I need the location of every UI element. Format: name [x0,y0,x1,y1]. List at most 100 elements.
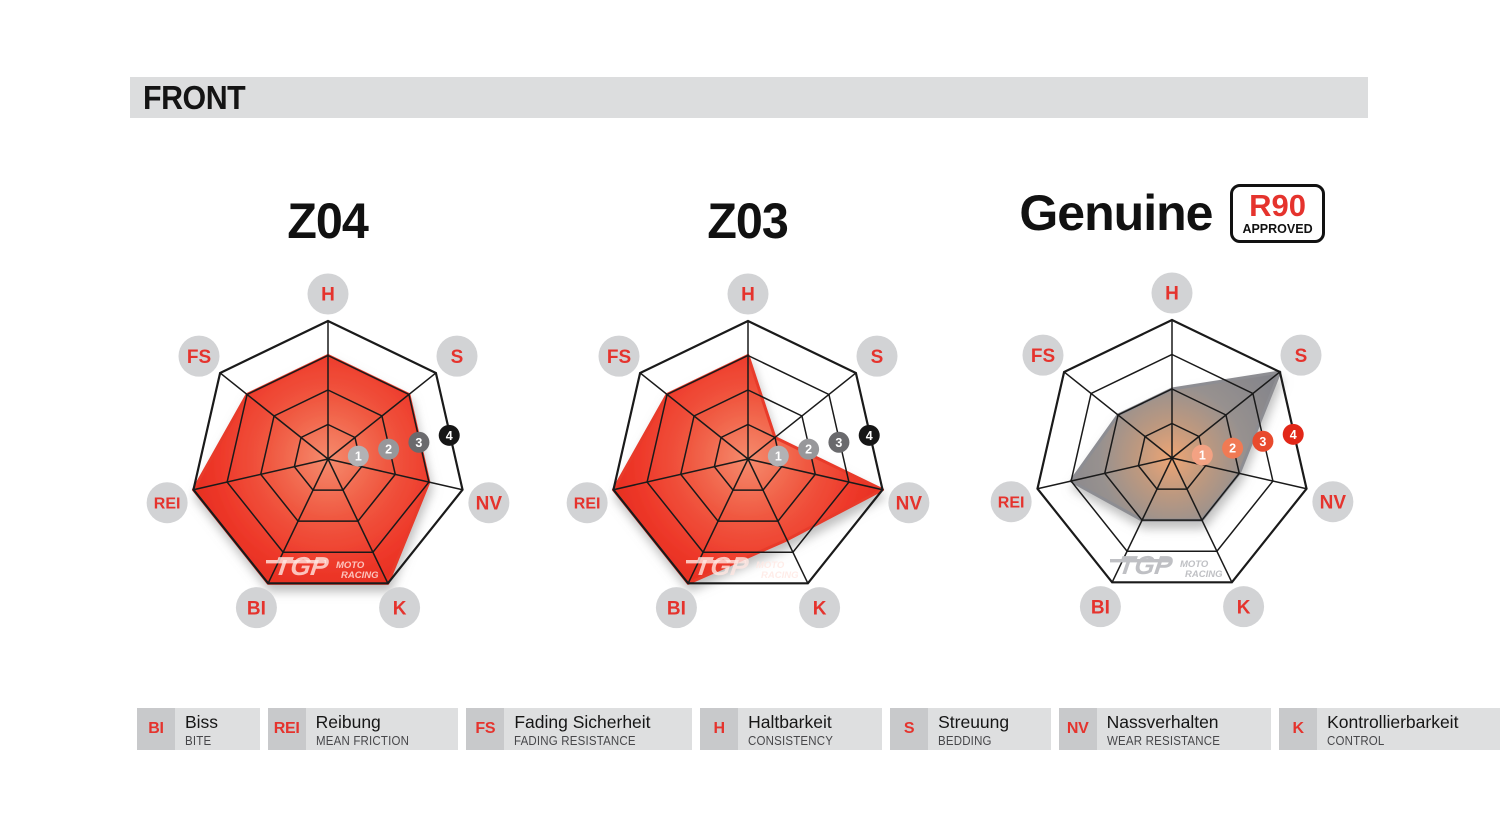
legend-item-nv: NV Nassverhalten WEAR RESISTANCE [1058,708,1272,750]
legend-german: Fading Sicherheit [514,712,651,732]
legend-english: CONTROL [1327,734,1385,749]
axis-label-s: S [1295,346,1308,367]
axis-label-circle-s [1280,334,1322,376]
grid-ring-2 [679,389,817,522]
scale-badge-1 [347,445,369,467]
scale-badge-label-2: 2 [805,443,812,457]
axis-line-fs [219,372,329,460]
racing-compounds-band: RACING COMPOUNDS [130,128,981,164]
legend-item-s: S Streuung BEDDING [890,708,1051,750]
axis-label-k: K [393,598,407,619]
legend-item-h: H Haltbarkeit CONSISTENCY [700,708,883,750]
legend-german: Reibung [315,712,381,732]
axis-label-nv: NV [476,493,503,514]
axis-label-circle-rei [990,481,1032,523]
watermark-strike-bar [686,560,746,564]
legend-abbr: H [700,708,739,750]
axis-label-nv: NV [896,493,923,514]
chart-title-z03: Z03 [707,193,790,249]
axis-line-rei [613,458,749,491]
axis-label-circle-bi [1079,586,1121,628]
axis-label-k: K [1237,597,1251,618]
axis-label-circle-nv [468,482,510,524]
watermark-strike-bar [1110,559,1170,563]
legend-desc: Kontrollierbarkeit CONTROL [1317,708,1500,750]
axis-label-circle-nv [888,482,930,524]
axis-label-fs: FS [187,347,211,368]
axis-label-rei: REI [574,495,601,512]
legend-abbr: S [890,708,929,750]
axis-label-h: H [1165,284,1179,305]
grid-ring-1 [293,423,363,491]
performance-compounds-label: PERFORMANCE COMPOUNDS [991,132,1316,159]
r90-approved-badge: R90 APPROVED [1230,184,1325,243]
axis-label-circle-fs [178,335,220,377]
chart-title-genuine: Genuine [1019,185,1213,242]
legend-desc: Nassverhalten WEAR RESISTANCE [1096,708,1272,750]
grid-ring-3 [1070,353,1274,553]
axis-label-circle-fs [598,335,640,377]
legend-german: Nassverhalten [1106,712,1219,732]
scale-badge-1 [1191,444,1213,466]
r90-label: R90 [1249,188,1306,223]
grid-ring-4 [192,319,464,585]
front-title: FRONT [143,78,246,116]
chart-title-genuine-row: Genuine R90 APPROVED [952,184,1392,243]
scale-badge-4 [858,424,880,446]
legend-english: BITE [185,734,212,749]
watermark-moto: MOTO [336,560,365,571]
axis-line-nv [747,458,883,491]
watermark-brand: TGP [1117,550,1175,580]
performance-compounds-band: PERFORMANCE COMPOUNDS [981,128,1368,164]
axis-label-rei: REI [154,495,181,512]
axis-label-circle-fs [1022,334,1064,376]
axis-label-circle-k [799,587,841,629]
legend-german: Haltbarkeit [748,712,832,732]
grid-ring-1 [713,423,783,491]
scale-badge-label-1: 1 [1199,449,1206,463]
legend-german: Streuung [938,712,1010,732]
axis-label-circle-rei [566,482,608,524]
scale-badge-3 [408,431,430,453]
axis-line-s [747,372,857,460]
chart-title-z04: Z04 [287,193,370,249]
axis-label-circle-h [1151,272,1193,314]
legend: BI Biss BITE REI Reibung MEAN FRICTION FS Fadin… [137,708,1500,750]
scale-badge-label-3: 3 [835,436,842,450]
grid-ring-3 [646,354,850,554]
legend-item-fs: FS Fading Sicherheit FADING RESISTANCE [466,708,693,750]
axis-label-h: H [741,285,755,306]
watermark-moto: MOTO [1180,559,1209,570]
axis-line-k [1171,457,1233,583]
legend-desc: Biss BITE [175,708,260,750]
legend-abbr: REI [267,708,306,750]
axis-label-rei: REI [998,494,1025,511]
grid-ring-1 [1137,422,1207,490]
axis-label-bi: BI [1091,597,1110,618]
watermark-racing: RACING [761,570,799,581]
axis-label-h: H [321,285,335,306]
axis-label-circle-s [856,335,898,377]
legend-item-bi: BI Biss BITE [137,708,260,750]
legend-desc: Streuung BEDDING [928,708,1051,750]
axis-label-circle-h [727,273,769,315]
legend-english: BEDDING [938,734,992,749]
axis-label-s: S [871,347,884,368]
axis-label-s: S [451,347,464,368]
scale-badge-4 [438,424,460,446]
axis-label-circle-h [307,273,349,315]
axis-line-rei [1037,457,1173,490]
axis-label-circle-rei [146,482,188,524]
scale-badge-2 [798,438,820,460]
legend-english: MEAN FRICTION [315,734,409,749]
scale-badge-label-4: 4 [446,429,453,443]
data-polygon-genuine [1069,370,1282,522]
legend-german: Kontrollierbarkeit [1327,712,1459,732]
grid-ring-4 [1036,318,1308,584]
scale-badge-4 [1282,423,1304,445]
axis-line-s [1171,371,1281,459]
